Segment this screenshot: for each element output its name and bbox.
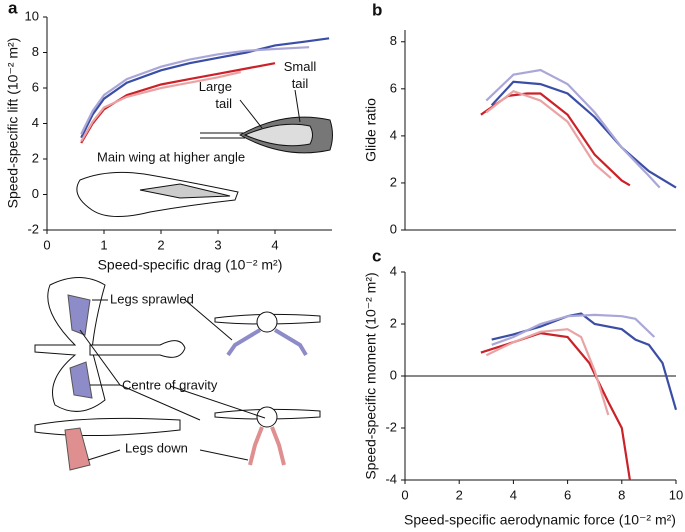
y-tick-label: 4 <box>390 263 397 278</box>
y-tick-label: 8 <box>32 44 39 59</box>
x-tick-label: 6 <box>564 487 571 502</box>
series-line <box>80 37 330 139</box>
x-tick-label: 0 <box>43 237 50 252</box>
series-line <box>80 70 242 142</box>
x-tick-label: 1 <box>100 237 107 252</box>
y-tick-label: 6 <box>390 80 397 95</box>
y-tick-label: -2 <box>27 221 39 236</box>
y-tick-label: 4 <box>390 127 397 142</box>
series-line <box>485 68 661 189</box>
y-tick-label: 4 <box>32 115 39 130</box>
y-tick-label: -4 <box>385 471 397 486</box>
y-axis-label: Speed-specific lift (10⁻² m²) <box>5 38 21 209</box>
panel-letter: b <box>372 0 382 19</box>
series-line <box>80 62 276 144</box>
y-tick-label: 0 <box>390 221 397 236</box>
diagram-label: Legs sprawled <box>110 291 194 306</box>
series-line <box>490 80 677 189</box>
annotation: Large tail <box>199 79 232 111</box>
x-tick-label: 2 <box>456 487 463 502</box>
x-tick-label: 10 <box>669 487 683 502</box>
y-tick-label: -2 <box>385 419 397 434</box>
series-line <box>480 92 631 187</box>
series-line <box>485 328 610 416</box>
series-line <box>80 46 310 135</box>
x-tick-label: 4 <box>271 237 278 252</box>
annotation: Main wing at higher angle <box>97 149 245 164</box>
y-tick-label: 2 <box>390 174 397 189</box>
y-tick-label: 0 <box>32 186 39 201</box>
wing-diagram <box>76 171 239 217</box>
series-line <box>491 313 656 346</box>
y-tick-label: 10 <box>25 8 39 23</box>
tail-diagram <box>200 89 333 154</box>
x-axis-label: Speed-specific aerodynamic force (10⁻² m… <box>404 512 676 528</box>
series-line <box>485 89 612 180</box>
x-tick-label: 2 <box>157 237 164 252</box>
series-line <box>491 312 678 411</box>
y-tick-label: 0 <box>390 367 397 382</box>
series-line <box>480 331 631 480</box>
y-axis-label: Speed-specific moment (10⁻² m²) <box>363 272 379 479</box>
y-tick-label: 6 <box>32 79 39 94</box>
y-tick-label: 8 <box>390 33 397 48</box>
annotation: Small tail <box>284 59 317 91</box>
diagram-label: Legs down <box>125 440 188 455</box>
y-tick-label: 2 <box>32 150 39 165</box>
x-axis-label: Speed-specific drag (10⁻² m²) <box>98 257 283 273</box>
y-axis-label: Glide ratio <box>363 98 379 162</box>
bird-top-view <box>34 277 201 471</box>
x-tick-label: 0 <box>401 487 408 502</box>
x-tick-label: 4 <box>510 487 517 502</box>
panel-letter: a <box>8 0 18 17</box>
bird-front-views <box>169 299 321 466</box>
diagram-label: Centre of gravity <box>122 377 218 392</box>
y-tick-label: 2 <box>390 315 397 330</box>
x-tick-label: 3 <box>214 237 221 252</box>
panel-letter: c <box>372 246 381 265</box>
x-tick-label: 8 <box>618 487 625 502</box>
